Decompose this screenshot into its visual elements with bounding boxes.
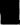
Text: FIG. 1: FIG. 1	[0, 0, 20, 25]
